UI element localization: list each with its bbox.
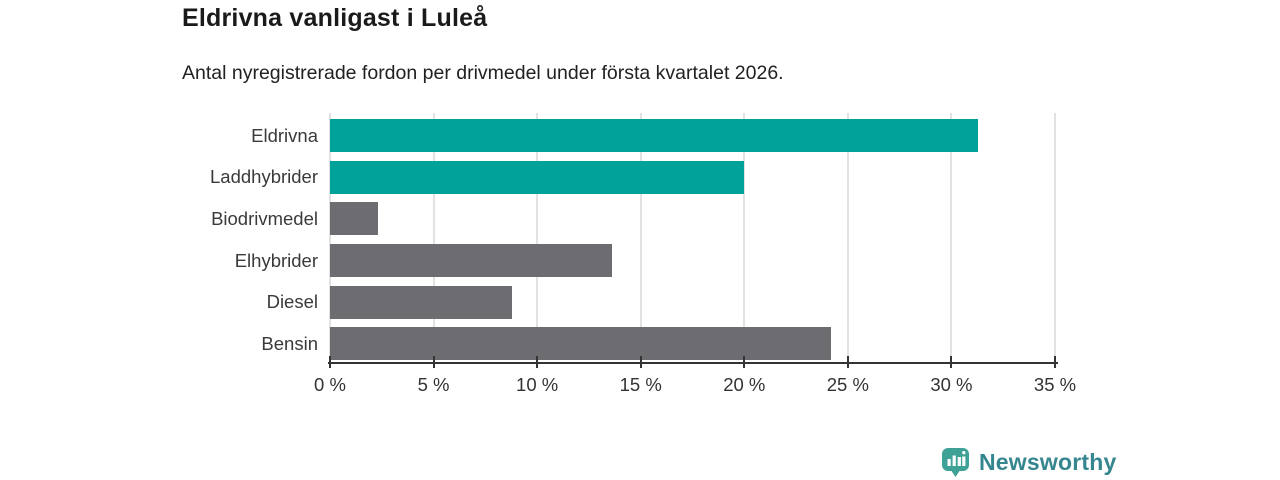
category-labels: Eldrivna Laddhybrider Biodrivmedel Elhybrid… bbox=[0, 113, 318, 363]
gridline bbox=[639, 113, 642, 363]
x-axis-tick bbox=[1054, 356, 1056, 368]
bar-diesel bbox=[330, 285, 513, 319]
x-axis-tick bbox=[329, 356, 331, 368]
gridline bbox=[950, 113, 953, 363]
category-label: Biodrivmedel bbox=[211, 207, 318, 229]
x-axis-tick-label: 0 % bbox=[314, 374, 346, 395]
gridline bbox=[1054, 113, 1056, 363]
x-axis-tick bbox=[432, 356, 435, 368]
newsworthy-logo-icon bbox=[942, 447, 969, 477]
chart-subtitle: Antal nyregistrerade fordon per drivmede… bbox=[182, 62, 784, 84]
plot-area bbox=[329, 113, 1056, 363]
x-axis-tick-label: 5 % bbox=[417, 374, 450, 395]
x-axis-tick-label: 15 % bbox=[619, 374, 662, 395]
x-axis: 0 % 5 % 10 % 15 % 20 % 25 % 30 % 35 % bbox=[314, 356, 1076, 401]
gridline bbox=[432, 113, 435, 363]
gridline bbox=[536, 113, 539, 363]
gridline bbox=[743, 113, 746, 363]
gridline bbox=[846, 113, 849, 363]
bar-bensin bbox=[330, 327, 832, 361]
bar-laddhybrider bbox=[330, 160, 745, 194]
category-label: Bensin bbox=[261, 332, 318, 354]
category-label: Eldrivna bbox=[251, 124, 318, 146]
bar-biodrivmedel bbox=[330, 202, 378, 236]
x-axis-tick bbox=[846, 356, 849, 368]
gridline bbox=[329, 113, 331, 363]
brand-name: Newsworthy bbox=[979, 448, 1117, 475]
x-axis-tick-label: 35 % bbox=[1033, 374, 1077, 395]
bar-eldrivna bbox=[330, 118, 979, 152]
chart-title: Eldrivna vanligast i Luleå bbox=[182, 4, 488, 32]
x-axis-tick bbox=[743, 356, 746, 368]
x-axis-tick-label: 20 % bbox=[723, 374, 766, 395]
x-axis-tick-label: 30 % bbox=[930, 374, 973, 395]
category-label: Elhybrider bbox=[234, 249, 318, 271]
bar-elhybrider bbox=[330, 243, 612, 277]
brand-footer: Newsworthy bbox=[941, 446, 1116, 478]
category-label: Laddhybrider bbox=[210, 166, 318, 188]
x-axis-tick-label: 10 % bbox=[516, 374, 559, 395]
x-axis-tick bbox=[950, 356, 953, 368]
x-axis-tick bbox=[536, 356, 539, 368]
x-axis-tick-label: 25 % bbox=[826, 374, 869, 395]
x-axis-tick bbox=[639, 356, 642, 368]
category-label: Diesel bbox=[266, 291, 318, 313]
x-axis-line bbox=[328, 362, 1058, 364]
